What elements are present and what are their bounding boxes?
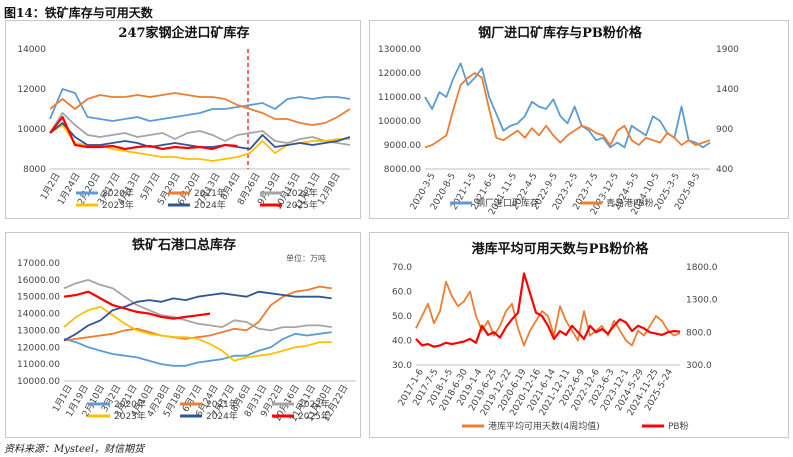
series-line-2: [49, 112, 351, 146]
y-tick-label: 10000: [17, 125, 46, 135]
chart-panel-mill-inventory-vs-pb: 钢厂进口矿库存与PB粉价格 8000.00 9000.00 10000.00 11000…: [369, 20, 789, 219]
source-footer: 资料来源：Mysteel，财信期货: [4, 444, 145, 455]
series-line-1: [415, 272, 681, 348]
y-tick-label: 14000: [17, 45, 46, 55]
legend-entry: 2022年: [286, 187, 318, 199]
y-tick-label: 8000: [23, 165, 46, 175]
series-line-2: [63, 279, 332, 332]
legend-entry: 2025年: [298, 410, 330, 422]
chart-title: 港库平均可用天数与PB粉价格: [472, 241, 650, 257]
unit-label: 单位：万吨: [286, 253, 326, 263]
y-tick-label: 13000.00: [17, 326, 60, 336]
y-tick-label: 8000.00: [384, 165, 421, 175]
y-right-tick-label: 1800.0: [686, 263, 718, 273]
figure-title: 图14：铁矿库存与可用天数: [4, 6, 153, 20]
series-line-1: [49, 92, 351, 126]
chart-title: 铁矿石港口总库存: [131, 237, 236, 253]
y-tick-label: 11000.00: [378, 93, 421, 103]
y-tick-label: 11000.00: [17, 360, 60, 370]
legend-entry: 2021年: [206, 398, 238, 410]
y-tick-label: 12000.00: [17, 343, 60, 353]
y-tick-label: 16000.00: [17, 276, 60, 286]
y-tick-label: 70.0: [392, 263, 412, 273]
series-line-1: [424, 72, 711, 149]
legend-entry: 2024年: [194, 199, 226, 211]
series-line-0: [424, 62, 711, 149]
chart-panel-port-days-vs-pb: 港库平均可用天数与PB粉价格 30.0 40.0 50.0 60.0 70.0 300.0 8…: [369, 232, 789, 438]
series-line-0: [63, 331, 332, 367]
legend-entry: 2023年: [114, 410, 146, 422]
legend-entry: 2020年: [102, 187, 134, 199]
y-tick-label: 12000: [17, 85, 46, 95]
legend-entry: 2025年: [286, 199, 318, 211]
chart-mill-inventory-vs-pb: 钢厂进口矿库存与PB粉价格 8000.00 9000.00 10000.00 11000…: [378, 25, 739, 217]
series-line-0: [49, 88, 351, 122]
y-tick-label: 9000.00: [384, 141, 421, 151]
chart-title: 钢厂进口矿库存与PB粉价格: [478, 25, 643, 41]
y-tick-label: 12000.00: [378, 69, 421, 79]
series-line-1: [63, 285, 332, 342]
y-tick-label: 60.0: [392, 288, 412, 298]
y-tick-label: 40.0: [392, 337, 412, 347]
y-tick-label: 10000.00: [17, 377, 60, 387]
y-right-tick-label: 800.0: [686, 328, 712, 338]
legend-entry: 青岛港PB粉: [606, 197, 654, 209]
y-right-tick-label: 1900: [716, 45, 739, 55]
chart-title: 247家钢企进口矿库存: [118, 25, 249, 41]
y-tick-label: 14000.00: [17, 310, 60, 320]
y-right-tick-label: 1400: [716, 85, 739, 95]
legend-entry: 2021年: [194, 187, 226, 199]
y-tick-label: 15000.00: [17, 293, 60, 303]
legend-entry: 2024年: [206, 410, 238, 422]
y-right-tick-label: 400: [716, 165, 733, 175]
y-tick-label: 30.0: [392, 361, 412, 371]
legend-entry: 港库平均可用天数(4周均值): [488, 420, 600, 432]
legend-entry: 钢厂进口矿库存: [476, 197, 539, 209]
series-line-4: [63, 290, 332, 342]
chart-panel-steel-mill-inventory: 247家钢企进口矿库存 8000 10000 12000 14000 1月2日 1月24日 2…: [5, 20, 361, 219]
y-tick-label: 13000.00: [378, 45, 421, 55]
series-line-5: [63, 290, 211, 320]
chart-panel-port-total-inventory: 铁矿石港口总库存单位：万吨 10000.00 11000.00 12000.00 130…: [5, 232, 361, 438]
chart-port-days-vs-pb: 港库平均可用天数与PB粉价格 30.0 40.0 50.0 60.0 70.0 300.0 8…: [392, 241, 718, 432]
legend-entry: 2023年: [102, 199, 134, 211]
y-tick-label: 50.0: [392, 312, 412, 322]
y-right-tick-label: 1300.0: [686, 296, 718, 306]
legend-entry: 2022年: [298, 398, 330, 410]
y-right-tick-label: 300.0: [686, 361, 712, 371]
series-line-5: [49, 115, 238, 151]
y-tick-label: 10000.00: [378, 117, 421, 127]
y-right-tick-label: 900: [716, 125, 733, 135]
series-line-0: [415, 280, 681, 347]
legend-entry: 2020年: [114, 398, 146, 410]
legend-entry: PB粉: [668, 420, 689, 432]
chart-steel-mill-inventory: 247家钢企进口矿库存80001000012000140001月2日1月24日2…: [17, 25, 351, 212]
y-tick-label: 17000.00: [17, 259, 60, 269]
